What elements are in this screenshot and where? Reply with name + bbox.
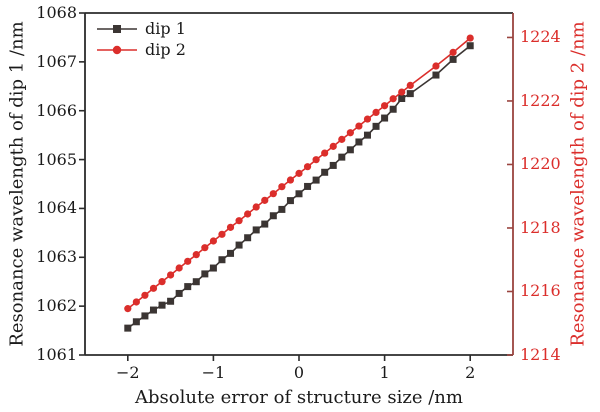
data-point-dip1 — [278, 205, 286, 213]
data-point-dip2 — [158, 278, 166, 286]
data-point-dip1 — [201, 270, 209, 278]
data-point-dip2 — [312, 156, 320, 164]
data-point-dip2 — [184, 257, 192, 265]
data-point-dip1 — [346, 146, 354, 154]
data-point-dip1 — [227, 249, 235, 257]
data-point-dip1 — [175, 289, 183, 297]
data-point-dip1 — [398, 95, 406, 102]
data-point-dip1 — [218, 256, 226, 264]
data-point-dip2 — [372, 108, 380, 116]
data-point-dip1 — [432, 71, 440, 79]
legend: dip 1 dip 2 — [96, 18, 186, 60]
data-point-dip2 — [321, 149, 329, 157]
data-point-dip1 — [381, 114, 389, 122]
data-point-dip2 — [303, 163, 312, 171]
data-point-dip2 — [201, 244, 209, 252]
data-point-dip1 — [312, 176, 320, 184]
data-point-dip2 — [235, 217, 243, 225]
data-point-dip1 — [269, 212, 277, 220]
data-point-dip2 — [252, 203, 260, 211]
data-point-dip1 — [158, 301, 166, 309]
data-point-dip1 — [295, 190, 303, 198]
data-point-dip1 — [329, 161, 337, 169]
data-point-dip2 — [449, 48, 457, 56]
data-point-dip2 — [141, 291, 149, 299]
data-point-dip2 — [346, 129, 354, 137]
legend-item-dip2: dip 2 — [96, 39, 186, 60]
dip1-line-marker-icon — [97, 24, 137, 33]
data-point-dip1 — [209, 264, 217, 272]
legend-label-dip1: dip 1 — [145, 19, 186, 38]
data-point-dip2 — [192, 251, 200, 259]
data-point-dip1 — [244, 234, 252, 242]
data-point-dip1 — [132, 318, 140, 326]
series-line-dip1 — [127, 45, 471, 329]
data-point-dip2 — [406, 81, 414, 90]
data-point-dip1 — [321, 168, 329, 176]
data-point-dip2 — [295, 169, 303, 177]
data-point-dip1 — [192, 278, 200, 286]
data-point-dip2 — [466, 34, 474, 42]
data-point-dip2 — [363, 115, 372, 123]
data-point-dip1 — [261, 220, 269, 228]
data-point-dip1 — [466, 42, 474, 50]
data-point-dip1 — [149, 306, 157, 314]
data-point-dip1 — [252, 226, 260, 234]
data-point-dip1 — [406, 90, 414, 98]
data-point-dip1 — [355, 138, 363, 146]
data-point-dip2 — [338, 135, 346, 143]
legend-label-dip2: dip 2 — [145, 40, 186, 59]
data-point-dip2 — [329, 142, 337, 150]
data-point-dip1 — [363, 131, 371, 139]
data-point-dip2 — [209, 237, 217, 245]
data-point-dip2 — [132, 298, 140, 306]
data-point-dip2 — [432, 62, 440, 70]
data-point-dip2 — [381, 102, 389, 110]
data-point-dip2 — [355, 122, 363, 130]
data-point-dip2 — [286, 176, 295, 184]
data-point-dip2 — [167, 271, 175, 279]
data-point-dip1 — [389, 105, 397, 113]
data-point-dip1 — [141, 312, 149, 320]
data-point-dip2 — [218, 230, 226, 238]
data-point-dip1 — [449, 55, 457, 63]
data-point-dip1 — [372, 122, 380, 130]
data-point-dip2 — [398, 88, 406, 96]
data-point-dip2 — [389, 95, 397, 103]
data-point-dip2 — [226, 223, 235, 231]
legend-item-dip1: dip 1 — [96, 18, 186, 39]
data-point-dip1 — [184, 283, 192, 291]
data-point-dip1 — [304, 182, 312, 190]
data-point-dip2 — [124, 305, 132, 313]
data-point-dip1 — [124, 324, 132, 332]
data-point-dip1 — [338, 153, 346, 161]
data-point-dip2 — [149, 284, 158, 292]
dip2-line-marker-icon — [97, 45, 137, 54]
data-point-dip1 — [286, 197, 294, 205]
data-point-dip2 — [269, 190, 277, 198]
data-point-dip1 — [235, 241, 243, 249]
data-point-dip2 — [278, 183, 286, 191]
data-point-dip1 — [167, 297, 175, 305]
data-point-dip2 — [244, 210, 252, 218]
data-point-dip2 — [261, 196, 269, 204]
data-point-dip2 — [175, 264, 183, 272]
